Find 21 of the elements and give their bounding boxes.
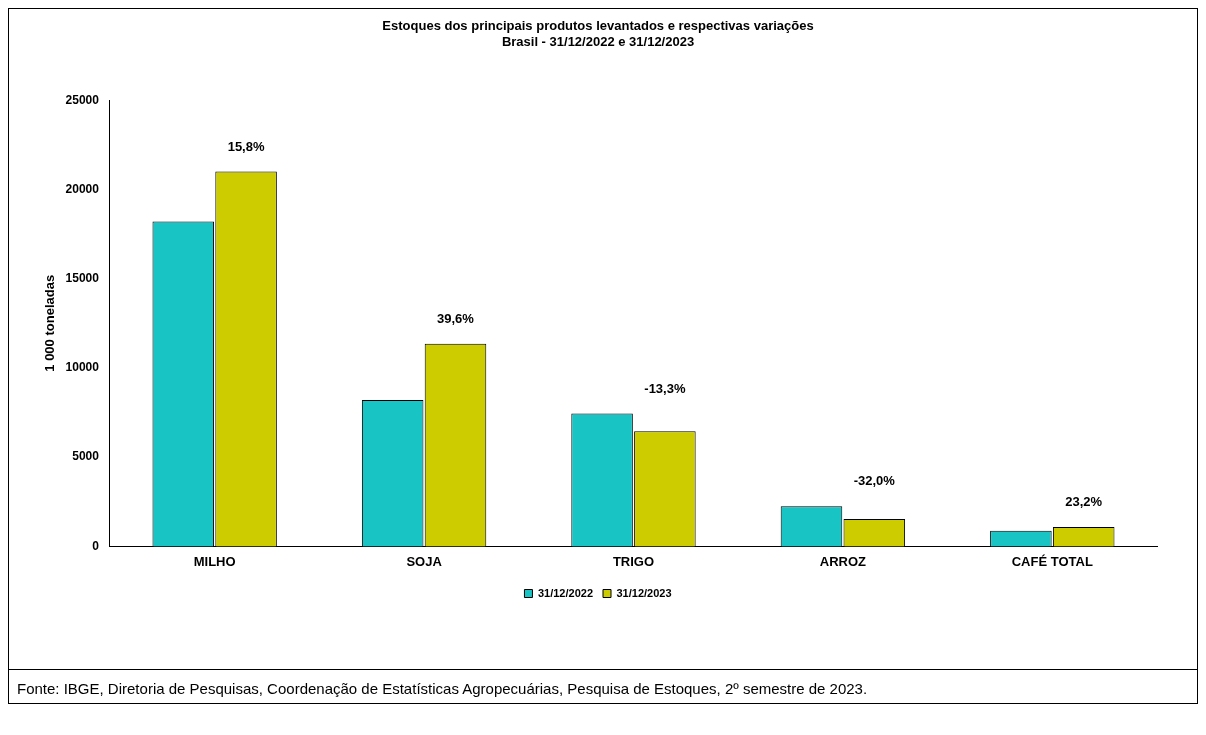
legend-label: 31/12/2023 [616,586,672,599]
legend-label: 31/12/2022 [537,586,594,599]
y-axis-title: 1 000 toneladas [42,274,58,372]
y-tick-label: 10000 [65,360,100,375]
y-tick-label: 20000 [65,181,100,196]
x-tick-label: ARROZ [819,553,867,569]
y-tick-label: 0 [92,538,100,553]
annotation: 15,8% [227,138,265,154]
annotation: 23,2% [1065,494,1103,510]
annotation: -32,0% [853,473,896,489]
x-tick-label: TRIGO [612,553,655,569]
x-tick-label: SOJA [406,553,443,569]
x-tick-label: MILHO [193,553,236,569]
y-tick-label: 25000 [65,92,100,107]
y-tick-label: 15000 [65,270,100,285]
annotation: 39,6% [437,310,475,326]
y-tick-label: 5000 [72,449,100,464]
source-note: Fonte: IBGE, Diretoria de Pesquisas, Coordenação de Estatísticas Agropecuárias, Pesquisa de Estoques, 2º semestre de 2023. [17,680,869,697]
chart-title: Estoques dos principais produtos levantados e respectivas variações Brasil - 31/12/2022 e 31/12/2023 [382,18,814,49]
x-tick-label: CAFÉ TOTAL [1011,553,1093,569]
annotation: -13,3% [644,380,686,396]
